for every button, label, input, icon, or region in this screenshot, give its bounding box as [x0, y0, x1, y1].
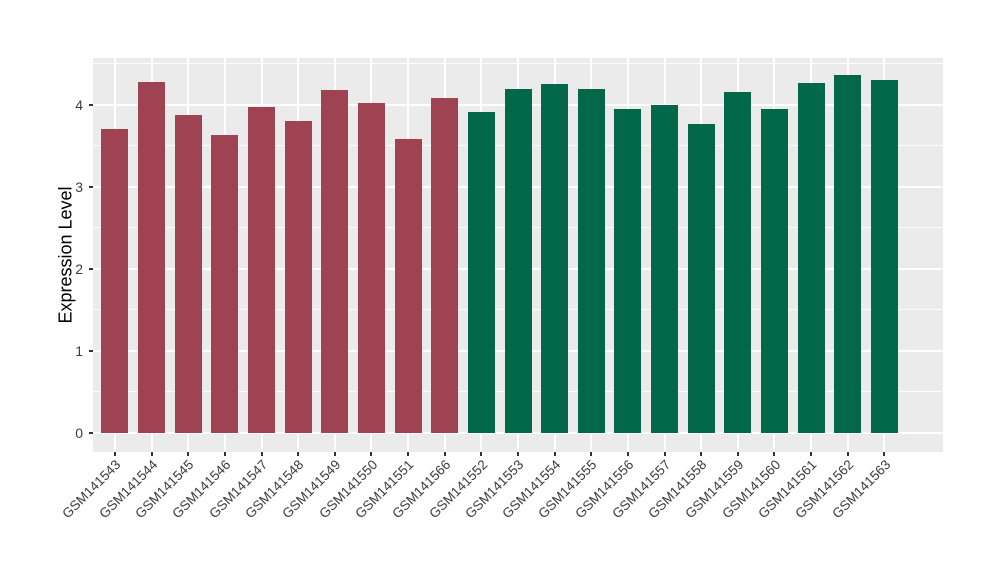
- bar: [797, 82, 825, 433]
- x-axis-tick: [407, 452, 410, 456]
- y-axis-tick-label: 3: [75, 179, 83, 195]
- bar: [321, 90, 349, 433]
- y-axis-tick-label: 2: [75, 261, 83, 277]
- bar: [834, 74, 862, 433]
- x-axis-tick: [480, 452, 483, 456]
- bar: [211, 134, 239, 433]
- bar: [138, 82, 166, 433]
- x-axis-tick: [297, 452, 300, 456]
- bar: [394, 138, 422, 433]
- bar: [577, 89, 605, 433]
- x-axis-tick: [333, 452, 336, 456]
- y-axis-tick: [89, 268, 93, 270]
- y-axis-tick: [89, 104, 93, 106]
- bar: [687, 123, 715, 433]
- y-axis-tick: [89, 186, 93, 188]
- x-axis-tick: [517, 452, 519, 456]
- bar: [504, 89, 532, 433]
- bar: [724, 91, 752, 433]
- x-axis-tick: [370, 452, 373, 456]
- bar: [174, 114, 202, 433]
- bar: [870, 79, 898, 433]
- bar: [467, 112, 495, 433]
- y-axis-title: Expression Level: [55, 186, 76, 324]
- x-axis-tick: [663, 452, 666, 456]
- bar: [284, 121, 312, 433]
- x-axis-tick: [113, 452, 116, 456]
- y-axis-tick-label: 1: [75, 343, 83, 359]
- y-axis-tick: [89, 350, 93, 352]
- bar: [101, 128, 129, 433]
- bar: [541, 83, 569, 433]
- x-axis-tick: [883, 452, 886, 456]
- bar: [651, 105, 679, 433]
- x-axis-tick: [260, 452, 263, 456]
- bar: [357, 103, 385, 433]
- gridline-minor-y: [93, 63, 943, 64]
- x-axis-tick: [590, 452, 593, 456]
- plot-panel: [93, 58, 943, 452]
- x-axis-tick: [736, 452, 739, 456]
- x-axis-tick: [553, 452, 556, 456]
- x-axis-tick: [626, 452, 629, 456]
- bar: [431, 97, 459, 433]
- x-axis-tick: [443, 452, 446, 456]
- bar: [760, 109, 788, 433]
- x-axis-tick: [150, 452, 153, 456]
- x-axis-tick: [187, 452, 190, 456]
- bar: [248, 106, 276, 433]
- x-axis-tick: [773, 452, 776, 456]
- y-axis-tick-label: 4: [75, 97, 83, 113]
- x-axis-tick: [846, 452, 849, 456]
- bar: [614, 109, 642, 433]
- x-axis-tick: [700, 452, 703, 456]
- x-axis-tick: [223, 452, 226, 456]
- gridline-major-y: [93, 432, 943, 434]
- y-axis-tick-label: 0: [75, 425, 83, 441]
- x-axis-tick: [810, 452, 813, 456]
- y-axis-tick: [89, 432, 93, 434]
